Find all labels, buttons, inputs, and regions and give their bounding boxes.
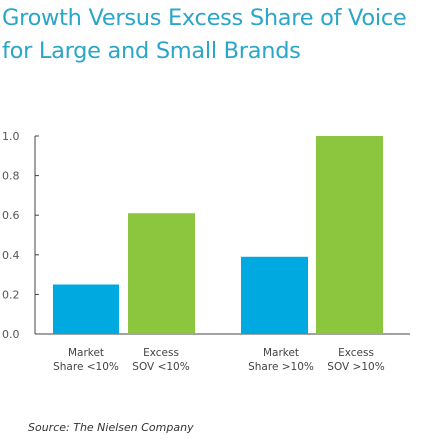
category-label: Excess SOV >10%	[327, 347, 384, 373]
source-note: Source: The Nielsen Company	[28, 421, 194, 434]
y-tick-label: 0.8	[2, 170, 20, 183]
bars	[53, 136, 383, 334]
category-label: Market Share <10%	[53, 347, 119, 373]
category-labels: Market Share <10% Excess SOV <10% Market Shar…	[53, 347, 385, 373]
y-tick-label: 1.0	[2, 130, 20, 143]
y-tick-label: 0.2	[2, 288, 20, 301]
y-tick-label: 0.4	[2, 249, 20, 262]
category-label: Excess SOV <10%	[132, 347, 189, 373]
bar	[316, 136, 383, 334]
axes: 0.0 0.2 0.4 0.6 0.8 1.0	[2, 130, 410, 341]
chart-title: Growth Versus Excess Share of Voice for …	[2, 2, 438, 68]
bar	[241, 256, 308, 334]
title-line-1: Growth Versus Excess Share of Voice	[2, 5, 407, 31]
bar	[53, 284, 119, 334]
y-tick-label: 0.6	[2, 209, 20, 222]
title-line-2: for Large and Small Brands	[2, 38, 301, 64]
category-label: Market Share >10%	[248, 347, 314, 373]
bar	[128, 213, 195, 334]
y-tick-label: 0.0	[2, 328, 20, 341]
